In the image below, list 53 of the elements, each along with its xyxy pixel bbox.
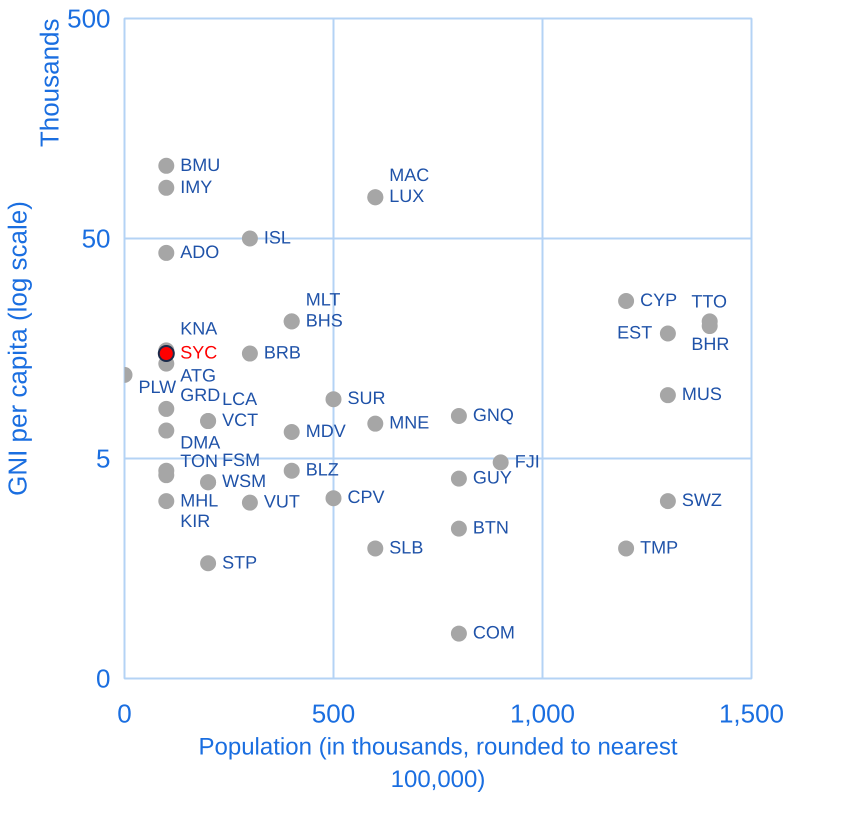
- annotation: GNQ: [472, 405, 514, 426]
- annotation: MDV: [306, 420, 346, 441]
- annotation: SWZ: [682, 490, 722, 510]
- annotation: FSM: [222, 450, 260, 470]
- annotation: TON: [180, 451, 218, 472]
- annotation: DMA: [180, 432, 220, 453]
- annotation: MLT: [306, 289, 340, 310]
- annotation: EST: [617, 322, 652, 342]
- annotation: TTO: [691, 291, 728, 312]
- x-axis-title: Population (in thousands, rounded to nearest 100,000): [198, 734, 678, 793]
- x-tick-label: 500: [312, 698, 356, 728]
- text: Thousands: [34, 18, 64, 148]
- annotation: ADO: [180, 242, 220, 262]
- annotation: MUS: [682, 384, 722, 404]
- annotation: IMY: [180, 176, 212, 197]
- annotation: CPV: [348, 487, 385, 508]
- annotation: CYP: [640, 290, 678, 310]
- annotation: WSM: [222, 471, 266, 492]
- x-tick-label: 1,000: [510, 698, 576, 728]
- annotation: LUX: [389, 186, 424, 206]
- annotation: BLZ: [306, 460, 339, 480]
- annotation: VUT: [264, 492, 300, 512]
- annotation: MHL: [180, 490, 218, 511]
- y-tick-label: 50: [82, 224, 110, 254]
- annotation: MNE: [389, 412, 430, 433]
- annotation: LCA: [222, 389, 258, 410]
- annotation: COM: [472, 622, 515, 643]
- annotation: MAC: [389, 165, 430, 186]
- series-label: SYC: [180, 342, 218, 363]
- annotation: SLB: [389, 537, 424, 558]
- y-axis-title: GNI per capita (log scale): [2, 201, 32, 496]
- annotation: KNA: [180, 318, 218, 338]
- annotation: GRD: [180, 384, 220, 405]
- annotation: BHS: [306, 310, 343, 330]
- x-tick-label: 1,500: [718, 698, 784, 728]
- annotation: FJI: [514, 451, 540, 472]
- y-tick-label: 500: [67, 4, 111, 34]
- annotation: BRB: [264, 342, 301, 363]
- annotation: SUR: [348, 388, 386, 408]
- annotation: BMU: [180, 154, 220, 175]
- annotation: TMP: [640, 537, 678, 558]
- annotation: BHR: [691, 334, 730, 354]
- annotation: STP: [222, 552, 258, 572]
- x-tick-label: 0: [117, 698, 132, 728]
- annotation: ISL: [264, 228, 291, 248]
- y-tick-label: 0: [96, 664, 111, 694]
- annotation: PLW: [138, 376, 176, 397]
- y-tick-label: 5: [96, 444, 111, 474]
- annotation: GUY: [472, 468, 512, 488]
- annotation: BTN: [472, 518, 509, 538]
- annotation: VCT: [222, 410, 258, 430]
- annotation: ATG: [180, 366, 216, 386]
- annotation: KIR: [180, 511, 210, 532]
